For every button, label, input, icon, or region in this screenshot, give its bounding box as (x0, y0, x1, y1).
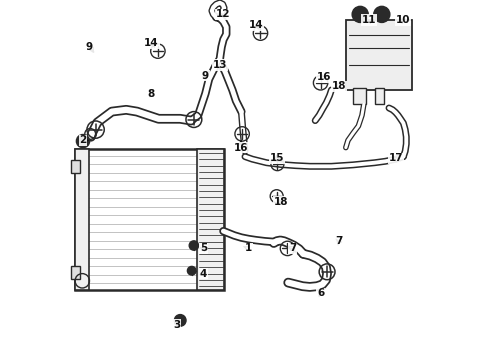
Text: 15: 15 (270, 153, 285, 163)
Bar (353, 88, 366, 104)
Text: 3: 3 (173, 320, 180, 330)
Text: 1: 1 (245, 243, 252, 253)
Text: 18: 18 (274, 197, 288, 207)
Text: 14: 14 (144, 38, 159, 48)
Text: 16: 16 (317, 72, 331, 82)
Text: 14: 14 (248, 20, 263, 30)
Circle shape (76, 135, 90, 148)
Circle shape (174, 315, 186, 326)
Text: 17: 17 (389, 153, 403, 163)
Text: 12: 12 (216, 9, 231, 19)
Bar (75, 149, 90, 290)
Text: 7: 7 (335, 236, 343, 246)
Bar (197, 149, 224, 290)
Text: 9: 9 (86, 42, 93, 52)
Bar (71, 160, 80, 173)
Circle shape (189, 241, 198, 250)
Text: 18: 18 (331, 81, 346, 91)
Circle shape (374, 6, 390, 22)
Text: 4: 4 (200, 269, 207, 279)
Text: 16: 16 (234, 143, 248, 153)
Bar (71, 266, 80, 279)
Text: 2: 2 (79, 135, 87, 145)
Text: 11: 11 (362, 15, 376, 25)
Text: 10: 10 (396, 15, 411, 25)
Text: 9: 9 (202, 71, 209, 81)
Text: 5: 5 (200, 243, 207, 253)
Bar (374, 88, 384, 104)
Text: 6: 6 (317, 288, 324, 298)
Circle shape (352, 6, 368, 22)
Text: 8: 8 (148, 89, 155, 99)
Text: 7: 7 (289, 243, 296, 253)
Bar (75, 149, 224, 290)
Bar (346, 20, 413, 90)
Circle shape (187, 266, 196, 275)
Text: 13: 13 (213, 60, 227, 70)
